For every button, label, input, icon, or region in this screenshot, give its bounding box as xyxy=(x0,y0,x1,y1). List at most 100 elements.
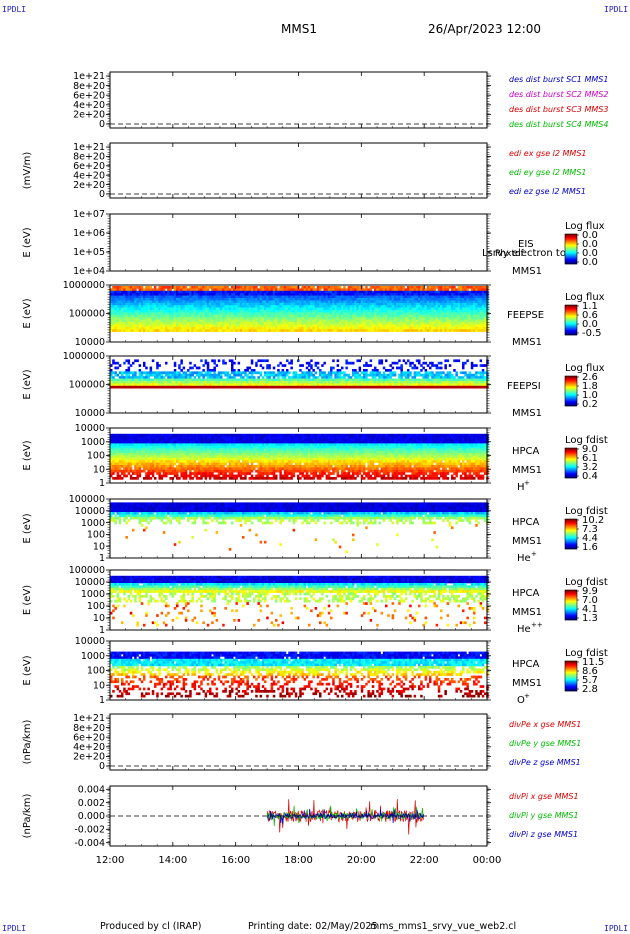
colorbar: 10.27.34.41.6 xyxy=(564,515,604,553)
species-label: He xyxy=(517,553,531,564)
ylabel: E (eV) xyxy=(22,369,33,399)
legend-entry: edi ey gse l2 MMS1 xyxy=(509,168,587,177)
ytick-label: 1 xyxy=(99,625,105,636)
time-tick-label: 22:00 xyxy=(410,855,439,866)
ytick-label: 1000000 xyxy=(63,280,105,291)
legend-entry: divPi y gse MMS1 xyxy=(509,811,579,820)
species-charge: + xyxy=(524,479,530,487)
panel-side-label: MMS1 xyxy=(512,607,542,618)
panel-hpca-h: 10000 1000 100 10 1 E (eV) HPCA MMS1 H + Log fdist… xyxy=(22,423,608,493)
colorbar-tick: 4.4 xyxy=(582,533,598,544)
panel-frame xyxy=(109,71,488,129)
ytick-label: 100000 xyxy=(69,380,105,391)
colorbar-tick: 5.7 xyxy=(582,675,598,686)
panel-frame xyxy=(109,713,488,771)
ytick-label: 100000 xyxy=(69,565,105,576)
ytick-label: 0.002 xyxy=(78,798,105,809)
spectrogram-hpca-he xyxy=(110,502,489,554)
ytick-label: 0.000 xyxy=(78,811,105,822)
panel-hpca-o: 10000 1000 100 10 1 E (eV) HPCA MMS1 O + Log fdist… xyxy=(22,636,608,706)
colorbar-tick: 8.6 xyxy=(582,666,598,677)
legend-entry: divPe x gse MMS1 xyxy=(509,720,581,729)
time-tick-label: 16:00 xyxy=(221,855,250,866)
ytick-label: 6e+20 xyxy=(73,732,105,743)
legend-entry: des dist burst SC4 MMS4 xyxy=(509,120,608,129)
ytick-label: 1e+21 xyxy=(73,142,105,153)
legend-entry: divPi z gse MMS1 xyxy=(509,830,578,839)
ytick-label: 2e+20 xyxy=(73,180,105,191)
panel-side-label: MMS1 xyxy=(512,536,542,547)
ytick-label: 6e+20 xyxy=(73,161,105,172)
ylabel: E (eV) xyxy=(22,227,33,257)
time-tick-label: 12:00 xyxy=(96,855,125,866)
species-label: He xyxy=(517,624,531,635)
colorbar-tick: 1.0 xyxy=(582,390,598,401)
colorbar-title: Log fdist xyxy=(565,435,608,446)
panel-side-label: MMS1 xyxy=(512,408,542,419)
ytick-label: 1e+21 xyxy=(73,713,105,724)
time-tick-label: 18:00 xyxy=(284,855,313,866)
panel-side-label: MMS1 xyxy=(512,678,542,689)
ytick-label: 1e+21 xyxy=(73,71,105,82)
ytick-label: 1e+06 xyxy=(73,228,105,239)
ytick-label: 10000 xyxy=(75,577,105,588)
ytick-label: 8e+20 xyxy=(73,152,105,163)
ytick-label: 1 xyxy=(99,553,105,564)
colorbar-title: Log flux xyxy=(565,221,605,232)
ytick-label: 100000 xyxy=(69,494,105,505)
ylabel: E (eV) xyxy=(22,298,33,328)
ytick-label: 10000 xyxy=(75,423,105,434)
colorbar-tick: 7.0 xyxy=(582,595,598,606)
spectrogram-feeps-e xyxy=(110,286,489,332)
colorbar-tick: 2.8 xyxy=(582,684,598,695)
colorbar-tick: -0.5 xyxy=(582,328,602,339)
colorbar-tick: 9.9 xyxy=(582,586,598,597)
colorbar-tick: 0.0 xyxy=(582,319,598,330)
colorbar-tick: 6.1 xyxy=(582,453,598,464)
panel-side-label: HPCA xyxy=(512,517,540,528)
legend-entry: des dist burst SC1 MMS1 xyxy=(509,75,608,84)
colorbar-title: Log flux xyxy=(565,292,605,303)
colorbar-tick: 10.2 xyxy=(582,515,604,526)
panel-side-label: Phxtof xyxy=(495,249,524,259)
spectrogram-hpca-hepp xyxy=(110,575,489,627)
ytick-label: 1e+04 xyxy=(73,266,105,277)
colorbar-tick: 3.2 xyxy=(582,462,598,473)
time-tick-label: 00:00 xyxy=(473,855,502,866)
panel-frame xyxy=(109,142,488,199)
ylabel: E (eV) xyxy=(22,440,33,470)
colorbar-title: Log fdist xyxy=(565,577,608,588)
ylabel: E (eV) xyxy=(22,585,33,615)
series-divpi xyxy=(266,798,425,835)
species-label: O xyxy=(517,695,525,706)
species-label: H xyxy=(517,482,525,493)
ytick-label: 0.004 xyxy=(78,785,105,796)
ytick-label: 10000 xyxy=(75,506,105,517)
spectrogram-hpca-h xyxy=(110,433,489,480)
ytick-label: 10 xyxy=(93,680,105,691)
ytick-label: 0 xyxy=(99,189,105,200)
colorbar-tick: 0.0 xyxy=(582,230,598,241)
footer-produced-by: Produced by cl (IRAP) xyxy=(100,921,202,932)
colorbar: 0.00.00.00.0 xyxy=(564,230,598,268)
colorbar-tick: 1.3 xyxy=(582,613,598,624)
ylabel: (nPa/km) xyxy=(22,794,33,839)
time-tick-label: 20:00 xyxy=(347,855,376,866)
legend-entry: divPe z gse MMS1 xyxy=(509,758,581,767)
panel-side-label: MMS1 xyxy=(512,266,542,277)
colorbar-title: Log fdist xyxy=(565,648,608,659)
legend-entry: des dist burst SC2 MMS2 xyxy=(509,90,608,99)
ytick-label: 1000 xyxy=(81,518,105,529)
panel-divpi: 0.004 0.002 0.000 -0.002 -0.004 (nPa/km) divPi… xyxy=(22,785,579,866)
panel-feeps-e: 1000000 100000 10000 E (eV) FEEPSE MMS1 Log fl… xyxy=(22,280,605,348)
ytick-label: 100 xyxy=(87,601,105,612)
colorbar-tick: 0.2 xyxy=(582,399,598,410)
colorbar-tick: 2.6 xyxy=(582,372,598,383)
panel-side-label: EIS xyxy=(518,239,534,250)
colorbar-title: Log fdist xyxy=(565,506,608,517)
panel-side-label: FEEPSE xyxy=(507,310,544,321)
ytick-label: -0.004 xyxy=(74,838,105,849)
